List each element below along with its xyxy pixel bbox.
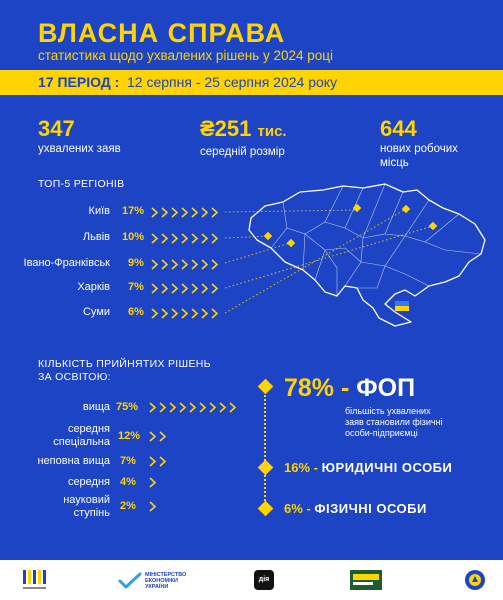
education-name-degree-2: ступінь bbox=[73, 507, 110, 519]
ministry-line-2: ЕКОНОМІКИ bbox=[145, 578, 178, 584]
page-subtitle: статистика щодо ухвалених рішень у 2024 … bbox=[38, 48, 333, 63]
period-dates: 12 серпня - 25 серпня 2024 року bbox=[127, 74, 338, 90]
entity-fop-desc-3: особи-підприємці bbox=[345, 428, 418, 438]
education-name-secondary: середня bbox=[67, 476, 110, 488]
education-name-degree-1: науковий bbox=[63, 494, 110, 506]
timeline-marker-legal bbox=[257, 459, 274, 476]
entity-legal: 16% - ЮРИДИЧНІ ОСОБИ bbox=[284, 460, 452, 475]
education-arrow-higher bbox=[149, 402, 237, 413]
stat-jobs-value: 644 bbox=[380, 116, 417, 141]
marker-ivano-frankivsk bbox=[286, 238, 296, 248]
stat-average-unit: тис. bbox=[257, 123, 287, 140]
education-arrow-secondary bbox=[149, 477, 157, 488]
entity-fop-label: ФОП bbox=[356, 374, 416, 402]
stat-average-value: ₴251 тис. bbox=[200, 118, 287, 143]
marker-kharkiv bbox=[428, 221, 438, 231]
entity-individual: 6% - ФІЗИЧНІ ОСОБИ bbox=[284, 501, 427, 516]
marker-sumy bbox=[401, 204, 411, 214]
region-name-ivano-frankivsk: Івано-Франківськ bbox=[23, 257, 110, 269]
region-percent-ivano-frankivsk: 9% bbox=[128, 257, 144, 269]
education-percent-higher: 75% bbox=[116, 401, 139, 413]
infographic-poster: ВЛАСНА СПРАВА статистика щодо ухвалених … bbox=[0, 0, 503, 560]
education-name-higher: вища bbox=[82, 401, 110, 413]
marker-lviv bbox=[263, 231, 273, 241]
made-in-ukraine-logo bbox=[23, 570, 46, 589]
region-name-kyiv: Київ bbox=[88, 205, 110, 217]
stat-jobs-label-2: місць bbox=[380, 157, 409, 169]
ministry-economy-text: МІНІСТЕРСТВО ЕКОНОМІКИ УКРАЇНИ bbox=[145, 572, 186, 590]
diia-logo: дія bbox=[254, 570, 274, 590]
connector-kharkiv bbox=[224, 225, 434, 289]
timeline-marker-fop bbox=[257, 378, 274, 395]
region-connector-lines bbox=[224, 208, 434, 314]
entity-fop-desc-1: більшість ухвалених bbox=[345, 406, 431, 416]
region-arrow-kyiv bbox=[151, 207, 219, 218]
region-name-kharkiv: Харків bbox=[77, 281, 110, 293]
stat-average-amount: ₴251 тис. середній розмір bbox=[200, 118, 287, 159]
period-number: 17 ПЕРІОД : bbox=[38, 74, 120, 90]
entity-legal-dash: - bbox=[313, 460, 318, 475]
stat-average-label: середній розмір bbox=[200, 146, 285, 158]
page-title: ВЛАСНА СПРАВА bbox=[38, 18, 286, 48]
education-percent-secondary-special: 12% bbox=[118, 430, 141, 442]
ukraine-outline bbox=[248, 183, 486, 327]
education-title-line2: ЗА ОСВІТОЮ: bbox=[38, 371, 111, 383]
region-name-sumy: Суми bbox=[82, 306, 110, 318]
crimea-flag-icon bbox=[395, 301, 409, 311]
entity-individual-percent: 6% bbox=[284, 501, 303, 516]
connector-ivano-frankivsk bbox=[224, 242, 291, 264]
ministry-line-3: УКРАЇНИ bbox=[145, 584, 169, 590]
region-percent-sumy: 6% bbox=[128, 306, 144, 318]
entity-fop-description: більшість ухвалених заяв становили фізич… bbox=[345, 406, 485, 439]
employment-center-logo bbox=[465, 570, 485, 590]
partner-logo-green bbox=[350, 570, 382, 590]
ministry-line-1: МІНІСТЕРСТВО bbox=[145, 572, 187, 578]
region-percent-kharkiv: 7% bbox=[128, 281, 144, 293]
entity-individual-dash: - bbox=[306, 501, 311, 516]
education-title-line1: КІЛЬКІСТЬ ПРИЙНЯТИХ РІШЕНЬ bbox=[38, 358, 211, 370]
entity-fop-dash: - bbox=[341, 374, 350, 402]
region-arrow-sumy bbox=[151, 308, 219, 319]
marker-kyiv bbox=[352, 203, 362, 213]
region-arrow-lviv bbox=[151, 233, 219, 244]
region-percent-lviv: 10% bbox=[122, 231, 145, 243]
entity-timeline bbox=[264, 388, 266, 508]
stat-jobs-label-1: нових робочих bbox=[380, 143, 458, 155]
region-percent-kyiv: 17% bbox=[122, 205, 145, 217]
entity-legal-percent: 16% bbox=[284, 460, 311, 475]
education-arrow-secondary-special bbox=[149, 431, 167, 442]
regions-title: ТОП-5 РЕГІОНІВ bbox=[38, 178, 125, 190]
ukraine-map bbox=[248, 183, 486, 327]
region-name-lviv: Львів bbox=[82, 231, 110, 243]
oblast-borders bbox=[270, 183, 482, 296]
education-name-incomplete-higher: неповна вища bbox=[37, 455, 110, 467]
entity-fop: 78% - ФОП bbox=[284, 374, 415, 403]
connector-sumy bbox=[224, 208, 407, 314]
region-arrow-ivano-frankivsk bbox=[151, 259, 219, 270]
stat-applications: 347 ухвалених заяв bbox=[38, 118, 121, 156]
region-arrow-kharkiv bbox=[151, 283, 219, 294]
entity-legal-label: ЮРИДИЧНІ ОСОБИ bbox=[321, 460, 453, 475]
ministry-economy-logo bbox=[118, 572, 142, 589]
education-percent-secondary: 4% bbox=[120, 476, 136, 488]
stat-average-number: ₴251 bbox=[200, 116, 252, 141]
entity-fop-percent: 78% bbox=[284, 374, 335, 402]
stat-jobs: 644 нових робочих місць bbox=[380, 118, 458, 170]
entity-fop-desc-2: заяв становили фізичні bbox=[345, 417, 443, 427]
education-name-secondary-special-1: середня bbox=[67, 423, 110, 435]
stat-applications-label: ухвалених заяв bbox=[38, 143, 121, 155]
entity-individual-label: ФІЗИЧНІ ОСОБИ bbox=[314, 501, 427, 516]
education-arrow-incomplete-higher bbox=[149, 456, 167, 467]
education-name-secondary-special-2: спеціальна bbox=[53, 436, 110, 448]
education-arrow-degree bbox=[149, 501, 157, 512]
education-percent-degree: 2% bbox=[120, 500, 136, 512]
education-percent-incomplete-higher: 7% bbox=[120, 455, 136, 467]
period-bar: 17 ПЕРІОД : 12 серпня - 25 серпня 2024 р… bbox=[0, 70, 503, 95]
timeline-marker-individual bbox=[257, 500, 274, 517]
partner-logos-footer: МІНІСТЕРСТВО ЕКОНОМІКИ УКРАЇНИ дія bbox=[0, 560, 503, 600]
stat-applications-value: 347 bbox=[38, 116, 75, 141]
